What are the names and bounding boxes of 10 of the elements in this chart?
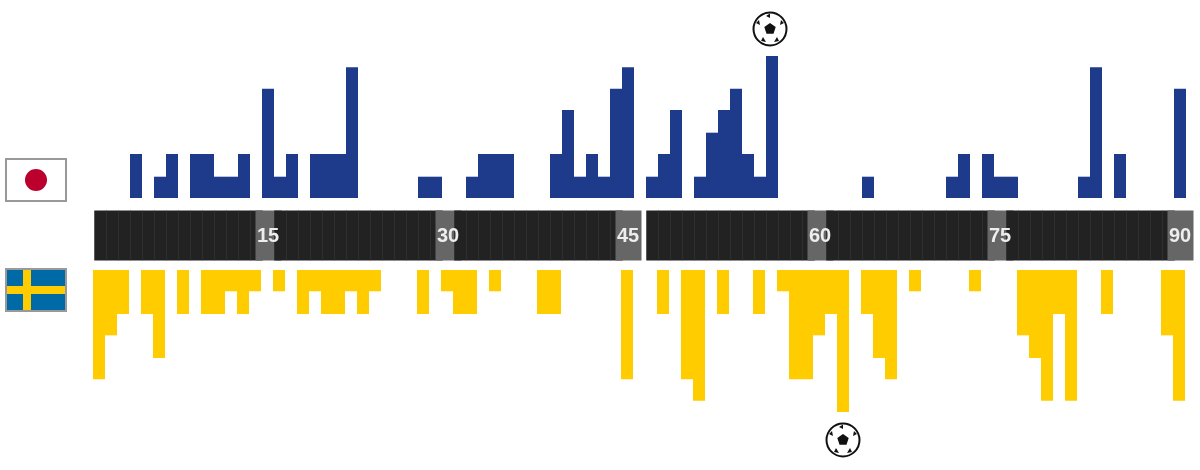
x-tick-label: 90 (1168, 223, 1192, 246)
bar (1174, 88, 1186, 198)
bar (1114, 153, 1126, 198)
x-tick-label: 15 (256, 223, 280, 246)
bar (862, 176, 874, 198)
x-tick-label: 30 (436, 223, 460, 246)
bar (130, 153, 142, 198)
x-tick-label: 45 (616, 223, 640, 246)
x-tick-label: 75 (988, 223, 1012, 246)
x-tick-label: 60 (808, 223, 832, 246)
